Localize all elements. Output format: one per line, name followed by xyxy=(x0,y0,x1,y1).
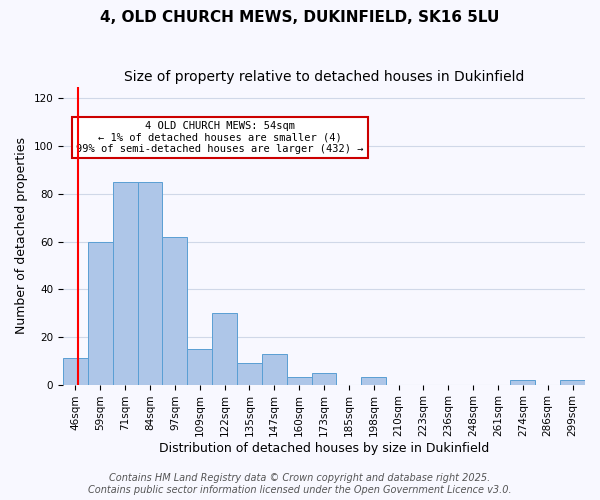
Bar xyxy=(113,182,137,384)
Bar xyxy=(88,242,113,384)
Bar xyxy=(560,380,585,384)
Bar xyxy=(237,363,262,384)
Bar xyxy=(311,372,337,384)
X-axis label: Distribution of detached houses by size in Dukinfield: Distribution of detached houses by size … xyxy=(159,442,489,455)
Title: Size of property relative to detached houses in Dukinfield: Size of property relative to detached ho… xyxy=(124,70,524,84)
Text: 4, OLD CHURCH MEWS, DUKINFIELD, SK16 5LU: 4, OLD CHURCH MEWS, DUKINFIELD, SK16 5LU xyxy=(100,10,500,25)
Text: 4 OLD CHURCH MEWS: 54sqm
← 1% of detached houses are smaller (4)
99% of semi-det: 4 OLD CHURCH MEWS: 54sqm ← 1% of detache… xyxy=(76,121,364,154)
Bar xyxy=(511,380,535,384)
Bar xyxy=(212,313,237,384)
Text: Contains HM Land Registry data © Crown copyright and database right 2025.
Contai: Contains HM Land Registry data © Crown c… xyxy=(88,474,512,495)
Bar xyxy=(163,237,187,384)
Y-axis label: Number of detached properties: Number of detached properties xyxy=(15,137,28,334)
Bar xyxy=(187,349,212,384)
Bar xyxy=(63,358,88,384)
Bar xyxy=(262,354,287,384)
Bar xyxy=(287,378,311,384)
Bar xyxy=(137,182,163,384)
Bar xyxy=(361,378,386,384)
